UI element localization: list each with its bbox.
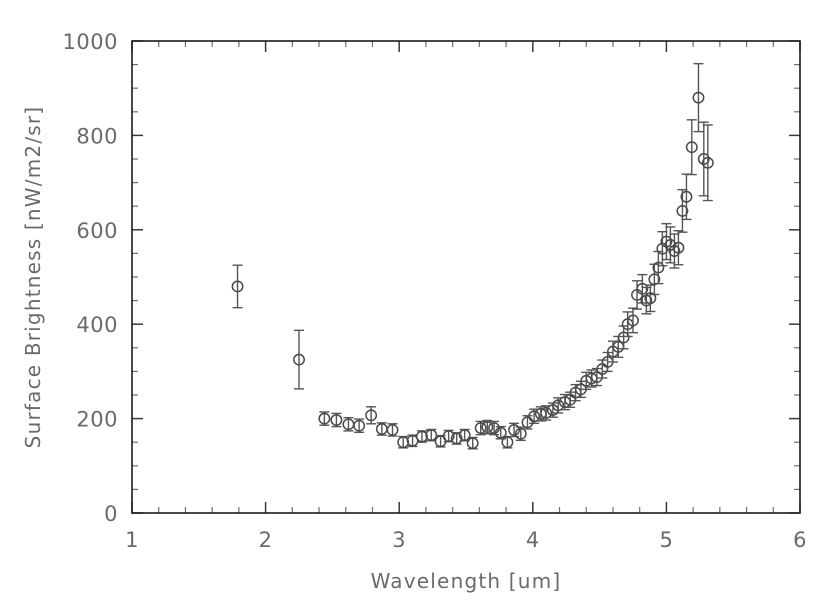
data-marker xyxy=(701,156,714,169)
data-point xyxy=(231,264,244,309)
data-marker xyxy=(365,409,378,422)
data-point xyxy=(514,426,527,442)
data-marker xyxy=(318,412,331,425)
data-marker xyxy=(617,331,630,344)
data-marker xyxy=(680,190,693,203)
data-point xyxy=(501,435,514,449)
data-marker xyxy=(685,141,698,154)
x-tick-label: 4 xyxy=(526,528,540,552)
data-point xyxy=(631,280,643,310)
data-point xyxy=(330,412,343,428)
axis-ticks xyxy=(131,40,801,514)
y-tick-label: 200 xyxy=(76,408,118,432)
data-marker xyxy=(514,427,527,440)
x-tick-label: 6 xyxy=(793,528,807,552)
data-marker xyxy=(458,429,471,442)
x-tick-label: 5 xyxy=(659,528,673,552)
y-tick-label: 400 xyxy=(76,313,118,337)
data-marker xyxy=(660,235,673,248)
y-axis-title: Surface Brightness [nW/m2/sr] xyxy=(21,106,45,449)
data-point xyxy=(481,419,494,435)
data-point xyxy=(685,119,698,176)
data-point xyxy=(474,420,487,436)
data-marker xyxy=(552,399,565,412)
data-marker xyxy=(508,423,521,436)
y-tick-label: 0 xyxy=(104,502,118,526)
x-tick-label: 3 xyxy=(392,528,406,552)
data-point xyxy=(521,415,534,430)
data-marker xyxy=(415,430,428,443)
data-marker xyxy=(474,422,487,434)
data-point xyxy=(365,406,378,425)
data-marker xyxy=(668,245,681,257)
data-marker xyxy=(293,353,305,366)
data-marker xyxy=(648,273,661,286)
data-point xyxy=(353,418,366,433)
data-point xyxy=(508,422,521,438)
data-marker xyxy=(528,410,541,423)
data-point xyxy=(293,329,305,390)
data-marker xyxy=(652,261,665,274)
data-marker xyxy=(644,292,657,305)
data-point xyxy=(342,416,355,432)
data-points-layer xyxy=(231,62,714,450)
data-marker xyxy=(627,314,639,327)
axis-labels-layer: 1 2 3 4 5 6 0 200 400 600 800 1000 Wavelength [um] Su… xyxy=(21,30,807,593)
data-marker xyxy=(672,241,685,254)
data-marker xyxy=(521,416,534,429)
data-point xyxy=(701,124,714,202)
data-marker xyxy=(231,280,244,293)
data-point xyxy=(540,405,553,421)
data-point xyxy=(676,188,689,233)
data-point xyxy=(415,430,428,443)
data-marker xyxy=(386,423,399,436)
data-point xyxy=(458,428,471,442)
data-marker xyxy=(397,436,410,449)
x-tick-label: 2 xyxy=(259,528,273,552)
data-marker xyxy=(442,430,455,443)
data-marker xyxy=(466,437,479,450)
data-marker xyxy=(481,421,494,434)
data-marker xyxy=(697,153,710,165)
data-marker xyxy=(494,426,507,439)
data-marker xyxy=(330,414,343,426)
axis-frame xyxy=(131,40,801,514)
plot-frame xyxy=(131,40,801,514)
data-point xyxy=(386,423,399,437)
data-point xyxy=(466,436,479,450)
data-marker xyxy=(501,436,514,449)
y-tick-label: 1000 xyxy=(63,30,118,54)
data-point xyxy=(318,411,331,426)
data-marker xyxy=(353,419,366,432)
data-marker xyxy=(692,91,705,104)
y-tick-label: 600 xyxy=(76,219,118,243)
data-point xyxy=(397,435,410,449)
data-point xyxy=(692,62,705,133)
x-tick-label: 1 xyxy=(125,528,139,552)
data-marker xyxy=(636,282,649,295)
x-axis-title: Wavelength [um] xyxy=(371,569,562,593)
data-marker xyxy=(676,204,689,217)
data-point xyxy=(375,422,388,436)
y-tick-label: 800 xyxy=(76,124,118,148)
data-marker xyxy=(450,432,463,445)
data-marker xyxy=(664,238,677,251)
data-marker xyxy=(540,406,553,419)
